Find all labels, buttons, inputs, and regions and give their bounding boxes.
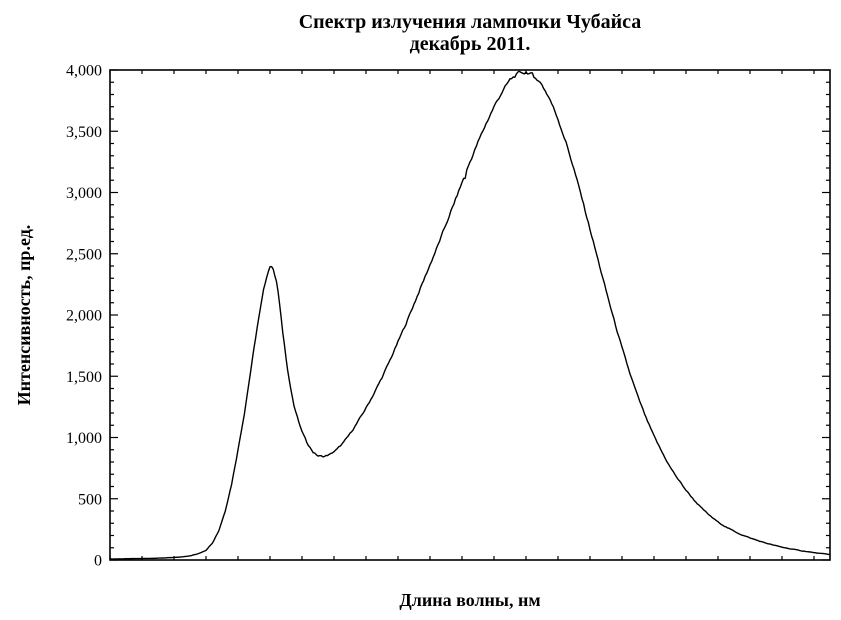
svg-text:2,000: 2,000: [66, 308, 102, 325]
x-axis-label: Длина волны, нм: [399, 590, 540, 610]
svg-text:1,500: 1,500: [66, 369, 102, 386]
svg-text:3,500: 3,500: [66, 124, 102, 141]
svg-text:0: 0: [94, 553, 102, 570]
svg-text:500: 500: [78, 491, 102, 508]
y-axis-label: Интенсивность, пр.ед.: [14, 225, 34, 406]
x-ticks: [110, 70, 814, 560]
svg-text:1,000: 1,000: [66, 430, 102, 447]
plot-axes: [110, 70, 830, 560]
svg-text:3,000: 3,000: [66, 185, 102, 202]
chart-title-line2: декабрь 2011.: [410, 33, 531, 55]
spectrum-chart: Спектр излучения лампочки Чубайса декабр…: [0, 0, 841, 620]
svg-text:2,500: 2,500: [66, 246, 102, 263]
svg-text:4,000: 4,000: [66, 63, 102, 80]
chart-title-line1: Спектр излучения лампочки Чубайса: [299, 11, 642, 33]
spectrum-line: [110, 71, 830, 559]
y-ticks: 0 500 1,000 1,500 2,000 2,500 3,000 3,500 4,000: [66, 63, 830, 570]
